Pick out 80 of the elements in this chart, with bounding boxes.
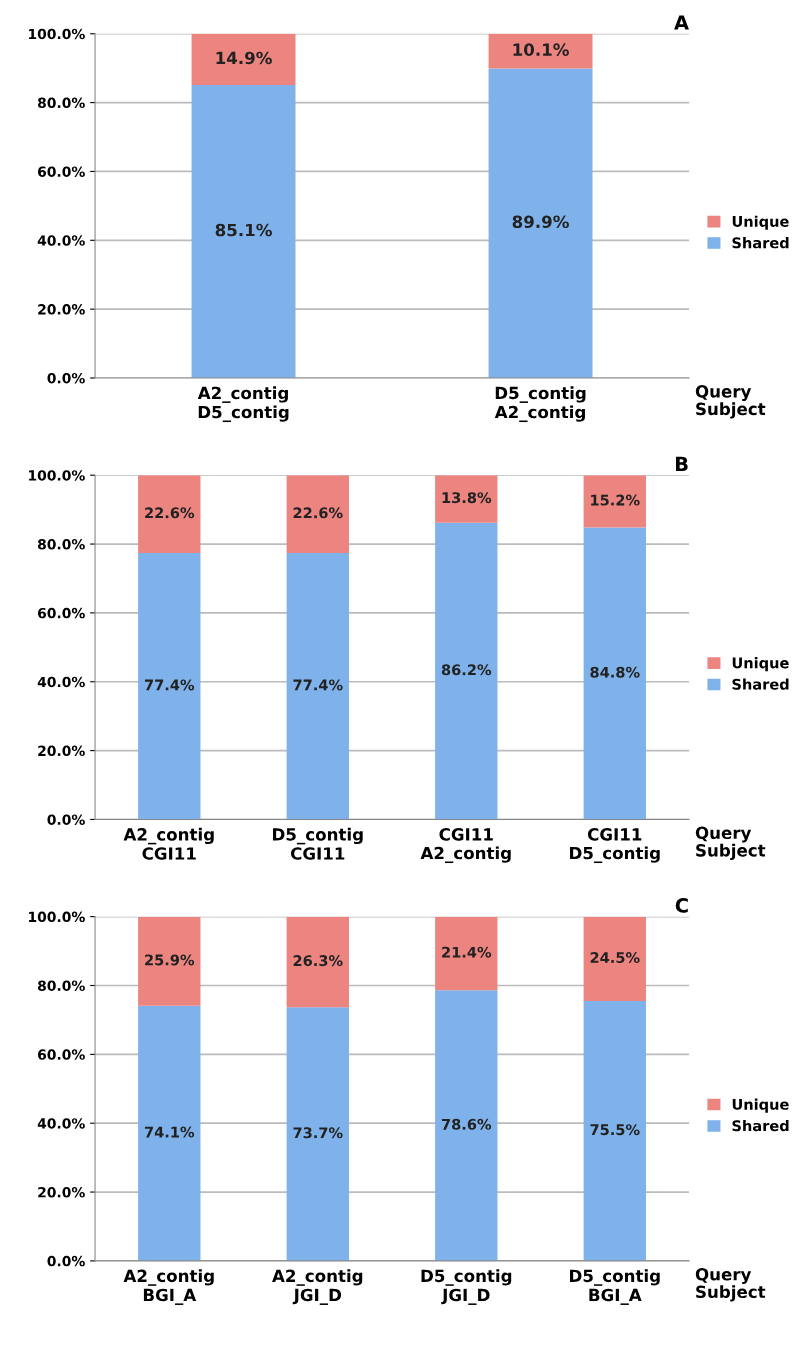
legend-label: Unique (732, 215, 789, 230)
x-tick-label: D5_contig JGI_D (421, 1269, 512, 1305)
chart-title: B (676, 456, 688, 472)
x-tick-label: A2_contig D5_contig (197, 386, 289, 423)
bar (435, 990, 498, 1261)
bar (138, 553, 201, 820)
data-label: 77.4% (144, 679, 195, 691)
bar (435, 522, 498, 820)
x-tick-label: A2_contig CGI11 (123, 827, 214, 860)
chart-title: A (674, 15, 689, 30)
y-tick-label: 0.0% (47, 814, 85, 825)
y-tick-label: 100.0% (29, 911, 85, 923)
data-label: 89.9% (512, 215, 569, 229)
bar (286, 553, 349, 820)
data-label: 10.1% (513, 43, 569, 56)
data-label: 13.8% (442, 492, 492, 504)
chart-title: C (675, 898, 688, 913)
data-label: 78.6% (441, 1118, 492, 1130)
bar (583, 527, 646, 820)
data-label: 85.1% (215, 223, 272, 237)
bar (583, 1000, 646, 1261)
data-label: 86.2% (441, 664, 492, 676)
y-tick-label: 60.0% (38, 607, 85, 619)
bar (435, 475, 498, 523)
bar (138, 916, 201, 1006)
y-tick-label: 0.0% (47, 372, 85, 384)
data-label: 22.6% (293, 507, 343, 519)
y-tick-label: 100.0% (29, 470, 85, 481)
x-tick-label: CGI11 D5_contig (570, 828, 660, 864)
y-tick-label: 80.0% (37, 539, 85, 550)
legend-label: Unique (732, 1098, 789, 1113)
bar (286, 475, 349, 553)
data-label: 75.5% (590, 1124, 640, 1136)
data-label: 73.7% (293, 1127, 343, 1139)
bar (138, 1005, 201, 1261)
x-tick-label: D5_contig A2_contig (494, 386, 586, 423)
bar (286, 916, 349, 1008)
y-tick-label: 20.0% (38, 745, 85, 757)
y-tick-label: 40.0% (37, 1118, 85, 1129)
y-tick-label: 40.0% (37, 676, 85, 688)
bar (583, 475, 646, 528)
data-label: 26.3% (293, 955, 343, 967)
data-label: 24.5% (590, 952, 640, 964)
legend-label: Shared (732, 678, 789, 690)
x-tick-label: D5_contig CGI11 (273, 827, 363, 860)
text: Query Subject (695, 385, 766, 419)
bar (488, 33, 593, 69)
data-label: 15.2% (591, 494, 640, 506)
y-tick-label: 80.0% (37, 97, 85, 109)
text: Query Subject (695, 826, 766, 860)
y-tick-label: 60.0% (38, 1049, 85, 1060)
bar (191, 85, 296, 378)
bar (435, 916, 498, 991)
data-label: 77.4% (293, 679, 343, 691)
x-tick-label: A2_contig JGI_D (272, 1269, 363, 1305)
y-tick-label: 100.0% (29, 28, 85, 40)
text: Query Subject (695, 1267, 766, 1302)
bar (488, 68, 593, 378)
bar (138, 475, 201, 553)
x-tick-label: CGI11 A2_contig (420, 828, 511, 864)
data-label: 22.6% (145, 507, 195, 519)
y-tick-label: 20.0% (38, 304, 85, 315)
y-tick-label: 80.0% (37, 980, 85, 991)
y-tick-label: 60.0% (38, 166, 85, 177)
bar (583, 916, 646, 1001)
data-label: 14.9% (216, 51, 272, 65)
bar (191, 33, 296, 86)
y-tick-label: 0.0% (47, 1255, 85, 1267)
x-tick-label: D5_contig BGI_A (570, 1269, 660, 1305)
data-label: 84.8% (590, 666, 640, 678)
legend-label: Unique (732, 657, 789, 672)
data-label: 25.9% (145, 954, 195, 966)
data-label: 74.1% (144, 1126, 195, 1138)
bar (286, 1007, 349, 1261)
data-label: 21.4% (442, 946, 492, 958)
legend-label: Shared (732, 237, 789, 249)
y-tick-label: 40.0% (37, 235, 85, 246)
legend-label: Shared (732, 1119, 789, 1132)
x-tick-label: A2_contig BGI_A (123, 1269, 214, 1305)
y-tick-label: 20.0% (38, 1187, 85, 1198)
